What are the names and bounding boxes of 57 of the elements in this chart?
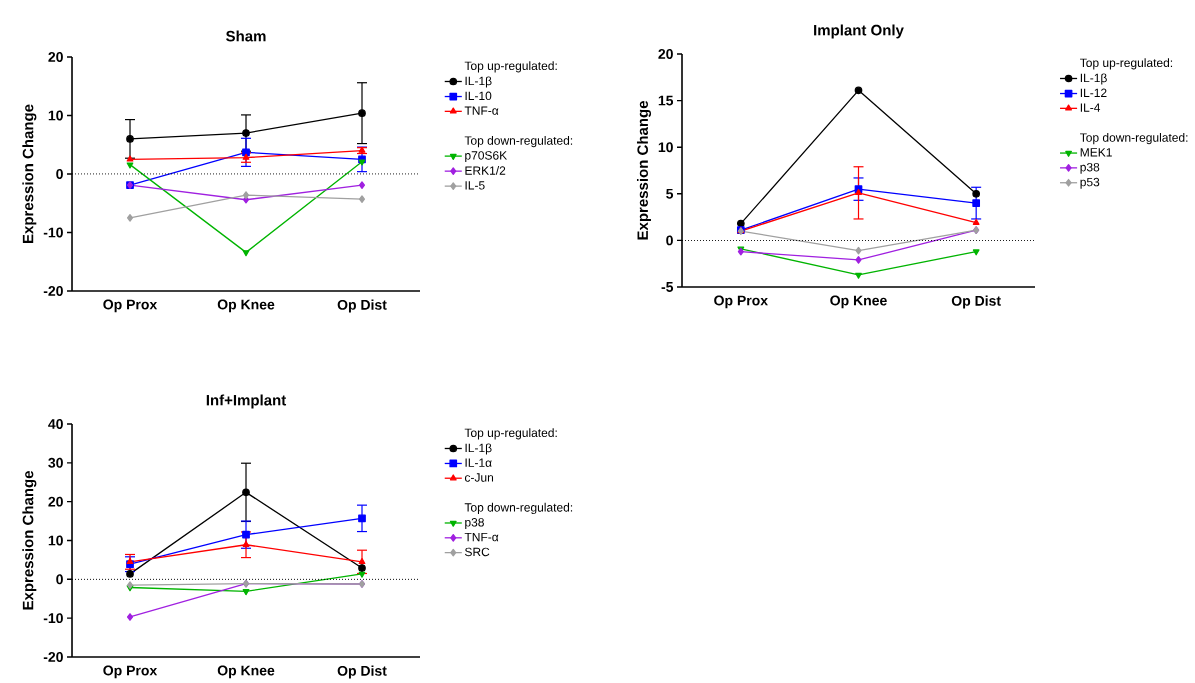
legend-label: IL-1β: [1080, 73, 1107, 85]
y-tick-label: -10: [43, 613, 63, 624]
y-axis-title: Expression Change: [22, 104, 37, 244]
legend-label: IL-1β: [465, 443, 492, 455]
y-tick-label: -5: [661, 282, 674, 292]
y-tick-label: -10: [43, 227, 63, 238]
y-tick-label: -20: [43, 652, 63, 662]
legend-label: IL-1β: [465, 76, 492, 88]
y-tick-label: 10: [658, 142, 673, 153]
text: Top up-regulated:: [1080, 58, 1173, 70]
y-axis-title: Expression Change: [636, 101, 652, 240]
y-tick-label: 40: [48, 419, 63, 429]
text: Top up-regulated:: [464, 61, 557, 73]
text: Top up-regulated:: [464, 428, 557, 440]
x-tick-label: Op Prox: [714, 295, 768, 309]
x-tick-label: Op Knee: [217, 665, 275, 679]
legend-label: IL-5: [465, 181, 485, 190]
chart-title: Inf+Implant: [206, 394, 287, 409]
legend-label: IL-1α: [465, 458, 492, 467]
y-tick-label: 15: [658, 95, 674, 106]
y-tick-label: 20: [48, 52, 63, 62]
y-tick-label: 10: [48, 110, 63, 121]
text: Top down-regulated:: [1080, 132, 1188, 145]
y-tick-label: 0: [666, 235, 673, 246]
y-tick-label: 0: [56, 169, 63, 179]
x-tick-label: Op Dist: [337, 299, 387, 313]
y-axis-title: Expression Change: [22, 471, 37, 610]
y-tick-label: 0: [56, 574, 63, 585]
chart-title: Sham: [226, 30, 266, 42]
y-tick-label: 10: [48, 535, 63, 546]
y-tick-label: 5: [666, 188, 674, 199]
legend-label: p53: [1080, 177, 1100, 189]
y-tick-label: 30: [48, 457, 63, 468]
legend-label: p38: [465, 518, 484, 529]
x-tick-label: Op Prox: [103, 299, 158, 313]
legend-label: c-Jun: [464, 473, 494, 482]
legend-label: MEK1: [1080, 148, 1112, 157]
legend-label: IL-4: [1080, 103, 1101, 112]
y-tick-label: 20: [658, 49, 673, 59]
chart-title: Implant Only: [814, 24, 904, 39]
x-tick-label: Op Prox: [103, 665, 158, 679]
text: Top down-regulated:: [464, 135, 573, 148]
legend-label: TNF-α: [464, 532, 499, 542]
x-tick-label: Op Dist: [951, 295, 1001, 309]
x-tick-label: Op Knee: [830, 295, 887, 309]
legend-label: IL-10: [465, 91, 492, 101]
legend-label: TNF-α: [464, 106, 499, 115]
legend-label: p70S6K: [465, 151, 508, 163]
text: Top down-regulated:: [464, 502, 573, 515]
legend-label: IL-12: [1080, 88, 1107, 97]
legend-label: ERK1/2: [465, 166, 506, 175]
y-tick-label: 20: [48, 496, 63, 507]
x-tick-label: Op Dist: [337, 665, 387, 679]
y-tick-label: -20: [43, 286, 63, 296]
legend-label: p38: [1080, 162, 1100, 174]
x-tick-label: Op Knee: [217, 299, 275, 313]
legend-label: SRC: [465, 547, 490, 557]
